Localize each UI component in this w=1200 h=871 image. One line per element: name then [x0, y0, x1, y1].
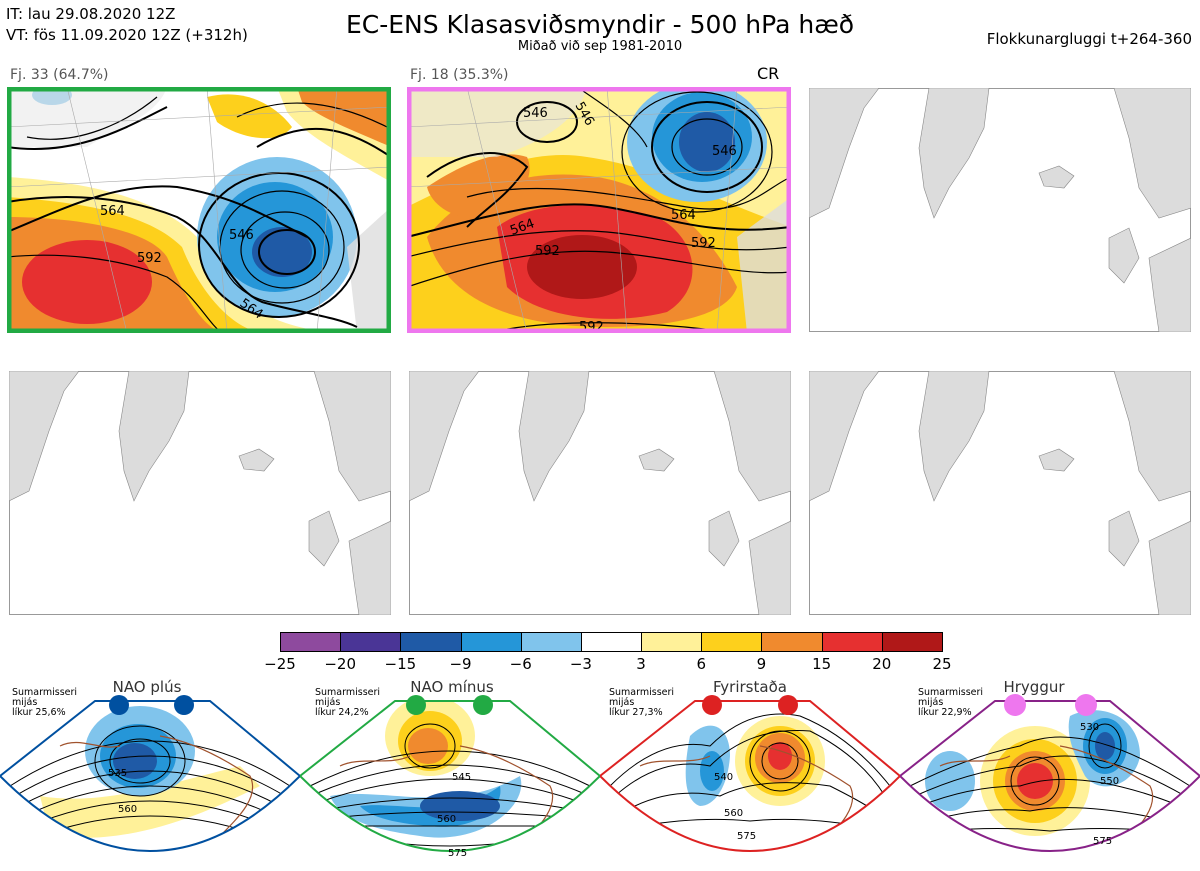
regime-contour-label: 535 — [108, 768, 128, 779]
cluster-1-label: Fj. 33 (64.7%) — [10, 67, 109, 83]
colorbar-tick-label: −15 — [384, 655, 417, 673]
cluster-2-contour-label: 546 — [523, 106, 548, 121]
regime-ridge: Hryggur Sumarmisseri mijás líkur 22,9% 5… — [900, 676, 1200, 871]
colorbar-segment — [821, 632, 883, 652]
regime-marker-left — [406, 695, 426, 715]
empty-map-panel — [809, 371, 1191, 615]
regime-contour-label: 575 — [1093, 836, 1113, 847]
colorbar-segment — [701, 632, 763, 652]
regime-marker-right — [1075, 694, 1097, 716]
colorbar-segment — [340, 632, 402, 652]
colorbar-tick-label: −3 — [569, 655, 592, 673]
colorbar-tick-label: −20 — [324, 655, 356, 673]
regime-info: Sumarmisseri mijás líkur 22,9% — [918, 687, 984, 718]
regime-contour-label: 560 — [724, 808, 744, 819]
classification-window: Flokkunargluggi t+264-360 — [986, 30, 1192, 48]
colorbar-segment — [280, 632, 342, 652]
regime-title: Fyrirstaða — [713, 678, 787, 696]
cluster-1-contour-label: 546 — [229, 228, 254, 243]
colorbar-segment — [400, 632, 462, 652]
empty-map-panel — [809, 88, 1191, 332]
regime-contour-label: 575 — [737, 831, 757, 842]
empty-map-panel — [409, 371, 791, 615]
cluster-1-contour-label: 592 — [137, 251, 162, 266]
regime-marker-left — [702, 695, 722, 715]
regime-marker-left — [109, 695, 129, 715]
regime-info: Sumarmisseri mijás líkur 27,3% — [609, 687, 675, 718]
regime-contour-label: 550 — [1100, 776, 1120, 787]
cluster-2-contour-label: 592 — [535, 244, 560, 259]
regime-nao-minus: NAO mínus Sumarmisseri mijás líkur 24,2%… — [300, 676, 600, 871]
cluster-2-contour-label: 592 — [691, 236, 716, 251]
regime-info: Sumarmisseri mijás líkur 25,6% — [12, 687, 78, 718]
cluster-1-map: 564 592 546 564 — [7, 87, 391, 333]
colorbar-tick-label: −6 — [509, 655, 532, 673]
initial-time: IT: lau 29.08.2020 12Z — [6, 5, 176, 23]
colorbar-segment — [881, 632, 943, 652]
regime-marker-right — [778, 695, 798, 715]
colorbar-segment — [460, 632, 522, 652]
colorbar — [280, 632, 943, 654]
regime-marker-right — [473, 695, 493, 715]
regime-contour-label: 540 — [714, 772, 734, 783]
cluster-2-frame — [407, 87, 791, 333]
cluster-1-frame — [7, 87, 391, 333]
colorbar-tick-label: 15 — [812, 655, 832, 673]
cluster-2-map: 546 546 564 592 564 592 592 546 — [407, 87, 791, 333]
colorbar-tick-label: −9 — [449, 655, 472, 673]
regime-title: NAO mínus — [410, 678, 494, 696]
regime-frame — [600, 700, 900, 852]
regime-title: NAO plús — [112, 678, 182, 696]
colorbar-tick-label: 9 — [756, 655, 767, 673]
regime-contour-label: 545 — [452, 772, 472, 783]
page-title: EC-ENS Klasasviðsmyndir - 500 hPa hæð — [345, 10, 855, 39]
regime-title: Hryggur — [1003, 678, 1065, 696]
regime-marker-left — [1004, 694, 1026, 716]
regime-nao-plus: NAO plús Sumarmisseri mijás líkur 25,6% … — [0, 676, 300, 871]
page-subtitle: Miðað við sep 1981-2010 — [517, 39, 683, 54]
regime-contour-label: 575 — [448, 848, 468, 859]
cluster-1-contour-label: 564 — [100, 204, 125, 219]
colorbar-segment — [761, 632, 823, 652]
regime-frame — [300, 700, 600, 852]
colorbar-tick-label: −25 — [264, 655, 296, 673]
regime-contour-label: 560 — [437, 814, 457, 825]
empty-map-panel — [9, 371, 391, 615]
colorbar-segment — [641, 632, 703, 652]
colorbar-segment — [520, 632, 582, 652]
colorbar-tick-label: 20 — [872, 655, 892, 673]
regime-contour-label: 560 — [118, 804, 138, 815]
valid-time: VT: fös 11.09.2020 12Z (+312h) — [6, 26, 248, 44]
regime-frame — [900, 700, 1200, 852]
regime-contour-label: 530 — [1080, 722, 1100, 733]
colorbar-segment — [580, 632, 643, 652]
regime-info: Sumarmisseri mijás líkur 24,2% — [315, 687, 381, 718]
cluster-2-label: Fj. 18 (35.3%) — [410, 67, 509, 83]
cluster-2-regime-tag: CR — [757, 64, 780, 83]
cluster-2-contour-label: 564 — [671, 208, 696, 223]
colorbar-tick-label: 6 — [696, 655, 707, 673]
header-info: IT: lau 29.08.2020 12Z VT: fös 11.09.202… — [6, 4, 248, 46]
colorbar-tick-label: 25 — [932, 655, 952, 673]
regime-frame — [0, 700, 300, 852]
regime-blocking: Fyrirstaða Sumarmisseri mijás líkur 27,3… — [600, 676, 900, 871]
cluster-2-contour-label: 546 — [712, 144, 737, 159]
colorbar-ticks: −25 −20 −15 −9 −6 −3 3 6 9 15 20 25 — [264, 655, 951, 675]
regime-marker-right — [174, 695, 194, 715]
colorbar-tick-label: 3 — [636, 655, 646, 673]
